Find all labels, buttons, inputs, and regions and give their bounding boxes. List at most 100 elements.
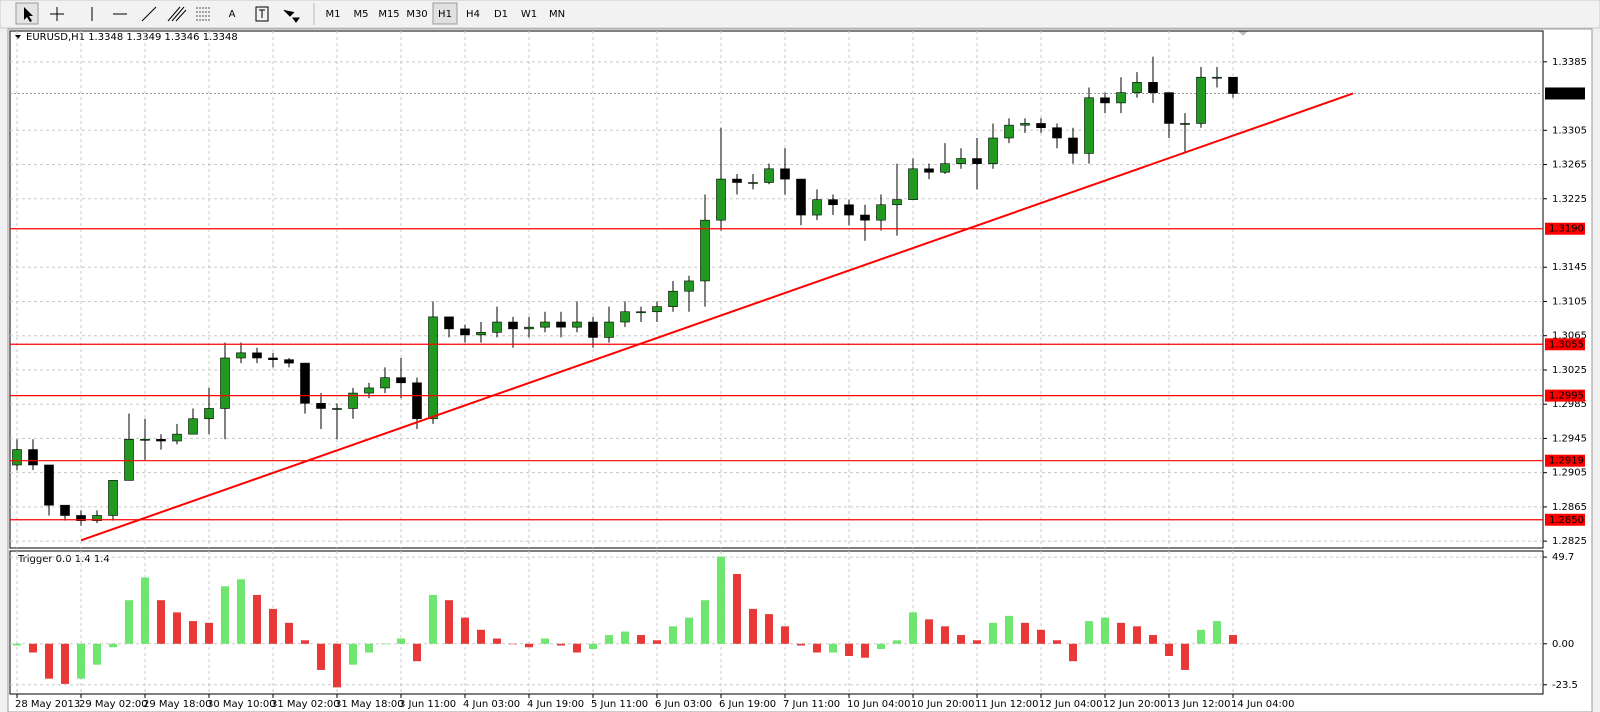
timeframe-button[interactable]: H1: [438, 9, 452, 20]
candle-body: [924, 168, 934, 173]
histogram-bar: [557, 643, 565, 646]
histogram-bar: [637, 635, 645, 644]
histogram-bar: [397, 638, 405, 644]
x-tick-label: 30 May 10:00: [207, 699, 276, 710]
histogram-bar: [749, 608, 757, 644]
histogram-bar: [941, 626, 949, 644]
candle-body: [268, 357, 278, 360]
chart-title: EURUSD,H1 1.3348 1.3349 1.3346 1.3348: [26, 32, 238, 43]
candle-body: [476, 331, 486, 336]
candle-body: [316, 403, 326, 409]
candle-body: [12, 449, 22, 466]
pane-frame: [9, 550, 1544, 695]
x-tick-label: 5 Jun 11:00: [591, 699, 648, 710]
histogram-bar: [77, 643, 85, 679]
candle-body: [796, 178, 806, 216]
toolbar: [0, 0, 1600, 29]
histogram-bar: [845, 643, 853, 656]
timeframe-button[interactable]: H4: [466, 9, 480, 20]
y-tick-label: 1.2985: [1552, 399, 1587, 410]
histogram-bar: [781, 626, 789, 644]
crosshair-icon[interactable]: [50, 7, 64, 21]
timeframe-button[interactable]: W1: [521, 9, 537, 20]
label-icon[interactable]: [255, 6, 269, 22]
candle-body: [444, 316, 454, 330]
histogram-bar: [157, 600, 165, 644]
histogram-bar: [333, 643, 341, 688]
candle-body: [380, 377, 390, 389]
candle-body: [412, 382, 422, 420]
candle-body: [236, 352, 246, 359]
histogram-bar: [829, 643, 837, 653]
x-tick-label: 11 Jun 12:00: [975, 699, 1039, 710]
candle-body: [540, 321, 550, 328]
trendline: [80, 92, 1354, 542]
histogram-bar: [125, 600, 133, 644]
y-tick-label: 1.3105: [1552, 296, 1587, 307]
timeframe-button[interactable]: M5: [354, 9, 369, 20]
histogram-bar: [797, 643, 805, 646]
histogram-bar: [1021, 622, 1029, 644]
indicator-title: Trigger 0.0 1.4 1.4: [17, 554, 110, 565]
histogram-bar: [93, 643, 101, 665]
candle-body: [28, 449, 38, 466]
histogram-bar: [477, 629, 485, 644]
histogram-bar: [141, 577, 149, 644]
y-tick-label: 1.2945: [1552, 433, 1587, 444]
histogram-bar: [893, 640, 901, 644]
x-tick-label: 7 Jun 11:00: [783, 699, 840, 710]
histogram-bar: [45, 643, 53, 679]
x-tick-label: 12 Jun 04:00: [1039, 699, 1103, 710]
candle-body: [204, 408, 214, 420]
candle-body: [1100, 97, 1110, 104]
text-tool[interactable]: A: [229, 9, 236, 20]
candle-body: [988, 137, 998, 164]
timeframe-button[interactable]: MN: [549, 9, 565, 20]
y-tick-label: -23.5: [1552, 680, 1578, 691]
candle-body: [124, 438, 134, 481]
candle-body: [108, 480, 118, 516]
channel-icon[interactable]: [167, 6, 187, 22]
histogram-bar: [733, 574, 741, 644]
arrows-icon[interactable]: [283, 9, 300, 23]
histogram-bar: [1037, 629, 1045, 644]
candle-body: [860, 214, 870, 221]
histogram-bar: [189, 621, 197, 644]
timeframe-button[interactable]: M1: [326, 9, 341, 20]
histogram-bar: [925, 619, 933, 644]
level-label-box: [1545, 454, 1585, 467]
candle-body: [348, 392, 358, 409]
histogram-bar: [109, 643, 117, 648]
candle-body: [684, 280, 694, 292]
candle-body: [332, 408, 342, 410]
histogram-bar: [685, 617, 693, 644]
candle-body: [668, 290, 678, 307]
x-tick-label: 3 Jun 11:00: [399, 699, 456, 710]
candle-body: [1132, 82, 1142, 93]
histogram-bar: [541, 638, 549, 644]
candle-body: [252, 352, 262, 359]
level-label: 1.3055: [1549, 339, 1584, 350]
x-tick-label: 31 May 02:00: [271, 699, 340, 710]
timeframe-button[interactable]: M15: [378, 9, 399, 20]
fibo-icon[interactable]: [196, 7, 210, 21]
histogram-bar: [509, 643, 517, 645]
histogram-bar: [1005, 615, 1013, 644]
timeframe-button[interactable]: D1: [494, 9, 508, 20]
trendline-icon[interactable]: [141, 6, 157, 22]
candle-body: [1036, 123, 1046, 129]
histogram-bar: [1213, 621, 1221, 644]
pane-frame: [9, 30, 1544, 549]
histogram-bar: [253, 594, 261, 644]
chart-window: [7, 28, 1593, 712]
y-tick-label: 1.3025: [1552, 365, 1587, 376]
histogram-bar: [973, 640, 981, 644]
x-tick-label: 6 Jun 03:00: [655, 699, 712, 710]
candle-body: [1020, 123, 1030, 126]
timeframe-button[interactable]: M30: [406, 9, 427, 20]
histogram-bar: [1149, 635, 1157, 644]
histogram-bar: [285, 622, 293, 644]
candle-body: [940, 163, 950, 173]
candle-body: [908, 168, 918, 200]
